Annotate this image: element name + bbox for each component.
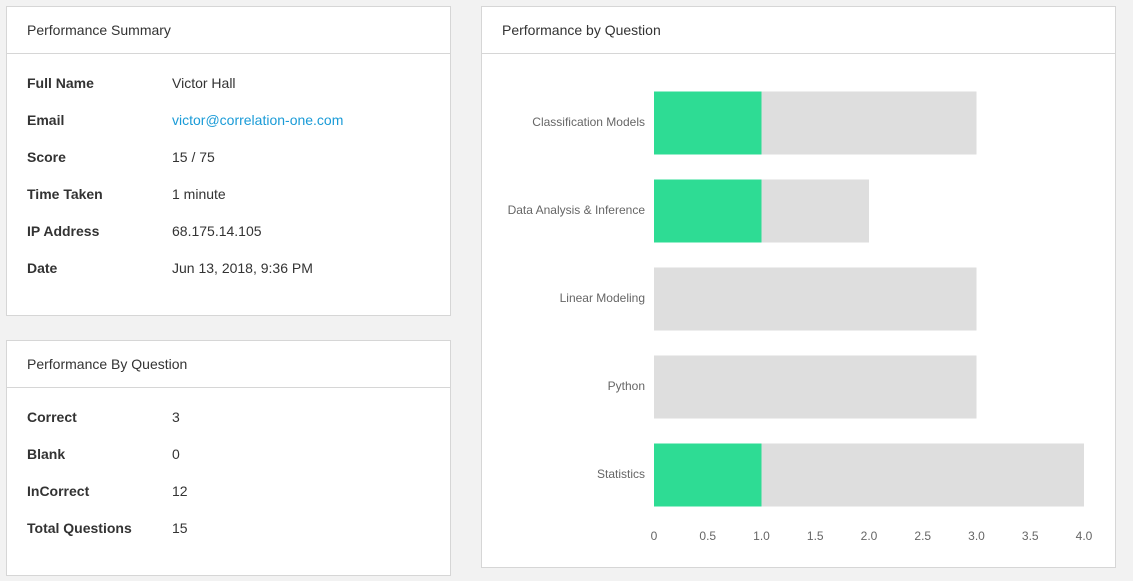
row-value: Jun 13, 2018, 9:36 PM [172,260,313,276]
row-value: 68.175.14.105 [172,223,262,239]
row-label: Time Taken [27,186,103,202]
row-value: 0 [172,446,180,462]
row-label: Full Name [27,75,94,91]
x-tick-label: 0 [651,529,658,543]
y-tick-label: Linear Modeling [560,291,645,305]
summary-panel: Performance Summary Full Name Victor Hall… [6,6,451,316]
row-label: Total Questions [27,520,132,536]
row-label: Blank [27,446,66,462]
chart: 0 0.5 1.0 1.5 2.0 2.5 3.0 3.5 4.0 Classification … [508,91,1093,543]
row-label: Email [27,112,65,128]
row-label: InCorrect [27,483,90,499]
chart-panel: Performance by Question 0 0.5 1.0 1.5 2.0 2.5… [481,6,1116,568]
y-tick-label: Statistics [597,467,645,481]
bar [654,267,977,331]
bar [654,179,762,243]
row-label: IP Address [27,223,100,239]
bar [761,179,869,243]
x-tick-label: 1.0 [753,529,770,543]
row-label: Score [27,149,66,165]
row-label: Date [27,260,58,276]
row-value: 3 [172,409,180,425]
row-value: Victor Hall [172,75,236,91]
chart-title: Performance by Question [482,7,1115,54]
x-tick-label: 3.0 [968,529,985,543]
x-tick-label: 2.0 [861,529,878,543]
row-label: Correct [27,409,77,425]
y-tick-label: Data Analysis & Inference [508,203,646,217]
bar [654,355,977,419]
row-value: victor@correlation-one.com [172,112,343,128]
x-tick-label: 0.5 [699,529,716,543]
panel-title: Performance By Question [7,341,450,388]
y-tick-label: Classification Models [532,115,645,129]
bar [761,91,977,155]
x-tick-label: 2.5 [914,529,931,543]
panel-title: Performance Summary [7,7,450,54]
question-panel: Performance By Question Correct 3 Blank 0 In… [6,340,451,576]
row-value: 15 / 75 [172,149,215,165]
email-link[interactable]: victor@correlation-one.com [172,112,344,128]
bar [654,91,762,155]
bar [761,443,1084,507]
x-tick-label: 3.5 [1022,529,1039,543]
row-value: 15 [172,520,188,536]
row-value: 12 [172,483,188,499]
x-tick-label: 1.5 [807,529,824,543]
bar [654,443,762,507]
x-tick-label: 4.0 [1076,529,1093,543]
y-tick-label: Python [608,379,645,393]
row-value: 1 minute [172,186,226,202]
